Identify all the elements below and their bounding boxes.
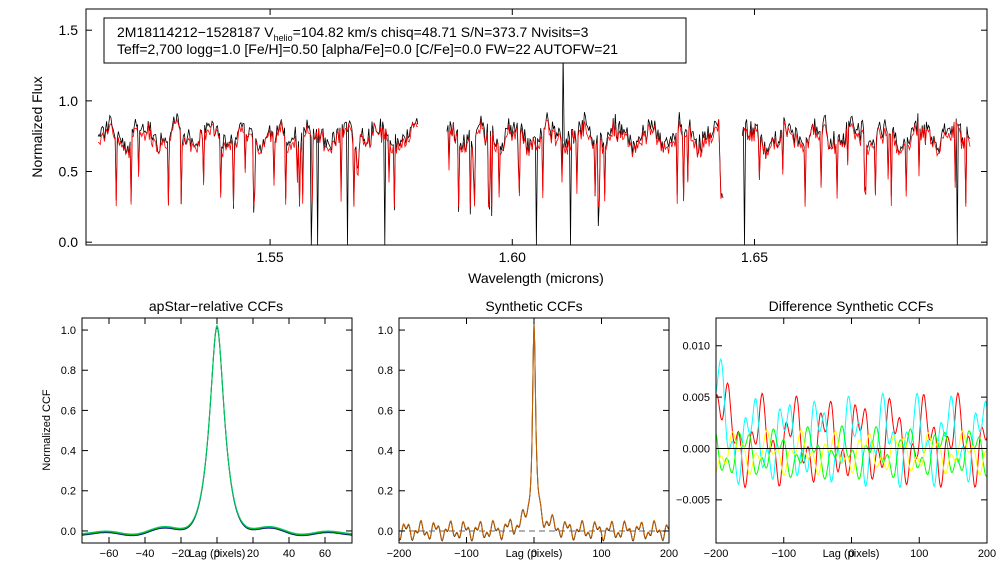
apstar-ccf-line [81, 325, 353, 537]
x-tick-label: 20 [247, 548, 259, 560]
x-tick-label: −40 [136, 548, 155, 560]
difference-ccf-line [715, 381, 988, 489]
synthetic-ccf-line [398, 322, 670, 542]
apstar-ccf-x-label: Lag (pixels) [189, 548, 246, 560]
x-tick-label: −100 [771, 548, 796, 560]
x-tick-label: 1.55 [256, 249, 283, 265]
y-tick-label: 0.6 [378, 405, 393, 417]
annotation-line-2: Teff=2,700 logg=1.0 [Fe/H]=0.50 [alpha/F… [117, 41, 618, 57]
difference-ccf-title: Difference Synthetic CCFs [769, 298, 934, 314]
spectrum-y-label: Normalized Flux [29, 76, 45, 177]
x-tick-label: 1.60 [499, 249, 526, 265]
difference-ccf-x-label: Lag (pixels) [823, 548, 880, 560]
difference-ccf-line [715, 357, 988, 488]
apstar-ccf-line [81, 324, 353, 536]
apstar-ccf-title: apStar−relative CCFs [149, 298, 283, 314]
annotation-vhelio-subscript: helio [274, 33, 293, 43]
synthetic-ccf-ticks: −200 −100 0 100 200 0.0 0.2 0.4 0.6 0.8 1.0 [378, 318, 678, 560]
x-tick-label: −200 [387, 548, 412, 560]
annotation-line-1-end: =104.82 km/s chisq=48.71 S/N=373.7 Nvisi… [293, 24, 589, 40]
x-tick-label: 1.65 [741, 249, 768, 265]
annotation-line-1: 2M18114212−1528187 Vhelio=104.82 km/s ch… [117, 24, 589, 43]
spectrum-axes-frame [85, 8, 988, 246]
y-tick-label: 0.005 [682, 392, 710, 404]
x-tick-label: 60 [319, 548, 331, 560]
y-tick-label: 0.5 [59, 163, 79, 179]
x-tick-label: 200 [978, 548, 996, 560]
apstar-ccf-panel: apStar−relative CCFs −60 −40 −20 0 20 40 60 0.0… [41, 298, 353, 560]
y-tick-label: 1.0 [61, 325, 76, 337]
apstar-ccf-axes-frame [81, 317, 353, 544]
y-tick-label: 1.0 [378, 325, 393, 337]
y-tick-label: 0.0 [59, 234, 79, 250]
x-tick-label: 0 [848, 548, 854, 560]
apstar-ccf-line [81, 324, 353, 535]
synthetic-ccf-axes-frame [398, 317, 670, 544]
difference-ccf-ticks: −200 −100 0 100 200 −0.005 0.000 0.005 0.010 [676, 318, 996, 560]
apstar-ccf-y-label: Normalized CCF [41, 389, 53, 471]
synthetic-ccf-x-label: Lag (pixels) [506, 548, 563, 560]
y-tick-label: −0.005 [676, 495, 710, 507]
apstar-ccf-ticks: −60 −40 −20 0 20 40 60 0.0 0.2 0.4 0.6 0.8 1.0 [61, 318, 352, 560]
difference-ccf-axes-frame [715, 317, 988, 544]
annotation-line-1-start: 2M18114212−1528187 V [117, 24, 274, 40]
y-tick-label: 0.4 [378, 445, 393, 457]
x-tick-label: 100 [592, 548, 610, 560]
y-tick-label: 0.2 [378, 486, 393, 498]
synthetic-ccf-series-group [398, 322, 670, 542]
spectrum-x-label: Wavelength (microns) [468, 270, 604, 286]
difference-ccf-panel: Difference Synthetic CCFs −200 −100 0 100 20… [676, 298, 996, 560]
synthetic-ccf-line [398, 322, 670, 542]
y-tick-label: 0.8 [378, 365, 393, 377]
x-tick-label: 100 [910, 548, 928, 560]
y-tick-label: 0.000 [682, 443, 710, 455]
apstar-ccf-series-group [81, 324, 353, 537]
spectrum-ticks: 1.55 1.60 1.65 0.0 0.5 1.0 1.5 [59, 9, 987, 265]
difference-ccf-series-group [715, 357, 988, 489]
y-tick-label: 0.0 [378, 526, 393, 538]
y-tick-label: 0.4 [61, 445, 76, 457]
y-tick-label: 0.2 [61, 486, 76, 498]
y-tick-label: 1.0 [59, 93, 79, 109]
x-tick-label: 40 [283, 548, 295, 560]
x-tick-label: −60 [100, 548, 119, 560]
difference-ccf-line [715, 429, 988, 476]
x-tick-label: −20 [172, 548, 191, 560]
x-tick-label: −100 [454, 548, 479, 560]
x-tick-label: 0 [214, 548, 220, 560]
y-tick-label: 0.010 [682, 341, 710, 353]
spectrum-series-group [97, 52, 971, 246]
observed-spectrum-line [97, 52, 971, 246]
y-tick-label: 0.8 [61, 365, 76, 377]
spectrum-panel: 1.55 1.60 1.65 0.0 0.5 1.0 1.5 Wavelength (mic… [29, 8, 988, 286]
x-tick-label: −200 [704, 548, 729, 560]
fit-annotation-box: 2M18114212−1528187 Vhelio=104.82 km/s ch… [103, 17, 687, 64]
synthetic-fit-line [97, 118, 971, 208]
x-tick-label: 200 [660, 548, 678, 560]
y-tick-label: 0.6 [61, 405, 76, 417]
synthetic-ccf-panel: Synthetic CCFs −200 −100 0 100 200 0.0 0.2 0.4 0… [378, 298, 678, 560]
x-tick-label: 0 [531, 548, 537, 560]
y-tick-label: 0.0 [61, 526, 76, 538]
annotation-box-frame [103, 17, 687, 64]
y-tick-label: 1.5 [59, 22, 79, 38]
synthetic-ccf-title: Synthetic CCFs [485, 298, 582, 314]
